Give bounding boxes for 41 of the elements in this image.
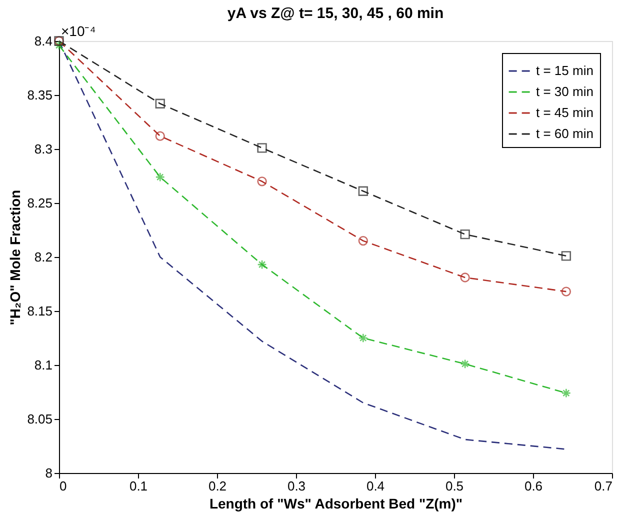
x-tick-label: 0.2 <box>208 478 227 494</box>
x-tick-label: 0.1 <box>129 478 148 494</box>
x-tick-label: 0.5 <box>445 478 464 494</box>
x-tick-label: 0.3 <box>287 478 306 494</box>
text: ×10⁻⁴ <box>61 23 96 39</box>
y-axis-title: "H₂O" Mole Fraction <box>7 190 24 326</box>
point <box>54 40 64 50</box>
point <box>358 236 368 246</box>
point <box>358 333 368 343</box>
legend-label: t = 30 min <box>536 84 594 99</box>
point <box>561 388 572 398</box>
x-tick-label: 0.4 <box>366 478 385 494</box>
x-tick-label: 0.6 <box>524 478 543 494</box>
point <box>460 359 470 369</box>
x-tick-label: 0 <box>60 478 67 494</box>
point <box>155 131 165 141</box>
legend-label: t = 45 min <box>536 105 594 120</box>
point <box>257 143 267 153</box>
point <box>155 172 165 182</box>
x-tick-label: 0.7 <box>594 478 612 494</box>
legend-label: t = 15 min <box>536 63 594 78</box>
point <box>257 260 267 270</box>
y-tick-label: 8.3 <box>34 142 52 156</box>
point <box>561 251 572 261</box>
y-tick-label: 8.4 <box>34 34 52 48</box>
point <box>460 229 470 240</box>
y-tick-label: 8 <box>45 466 52 480</box>
point <box>561 286 572 296</box>
y-tick-label: 8.1 <box>34 358 52 372</box>
y-tick-label: 8.35 <box>27 88 52 102</box>
legend-label: t = 60 min <box>536 126 594 141</box>
y-tick-label: 8.25 <box>27 196 52 210</box>
y-tick-label: 8.15 <box>27 304 52 318</box>
x-axis-title: Length of "Ws" Adsorbent Bed "Z(m)" <box>209 496 463 512</box>
y-tick-label: 8.2 <box>34 250 52 264</box>
chart-title: yA vs Z@ t= 15, 30, 45 , 60 min <box>227 5 444 22</box>
y-tick-label: 8.05 <box>27 412 52 426</box>
point <box>460 272 470 282</box>
point <box>155 98 165 108</box>
point <box>257 176 267 186</box>
point <box>358 186 368 196</box>
